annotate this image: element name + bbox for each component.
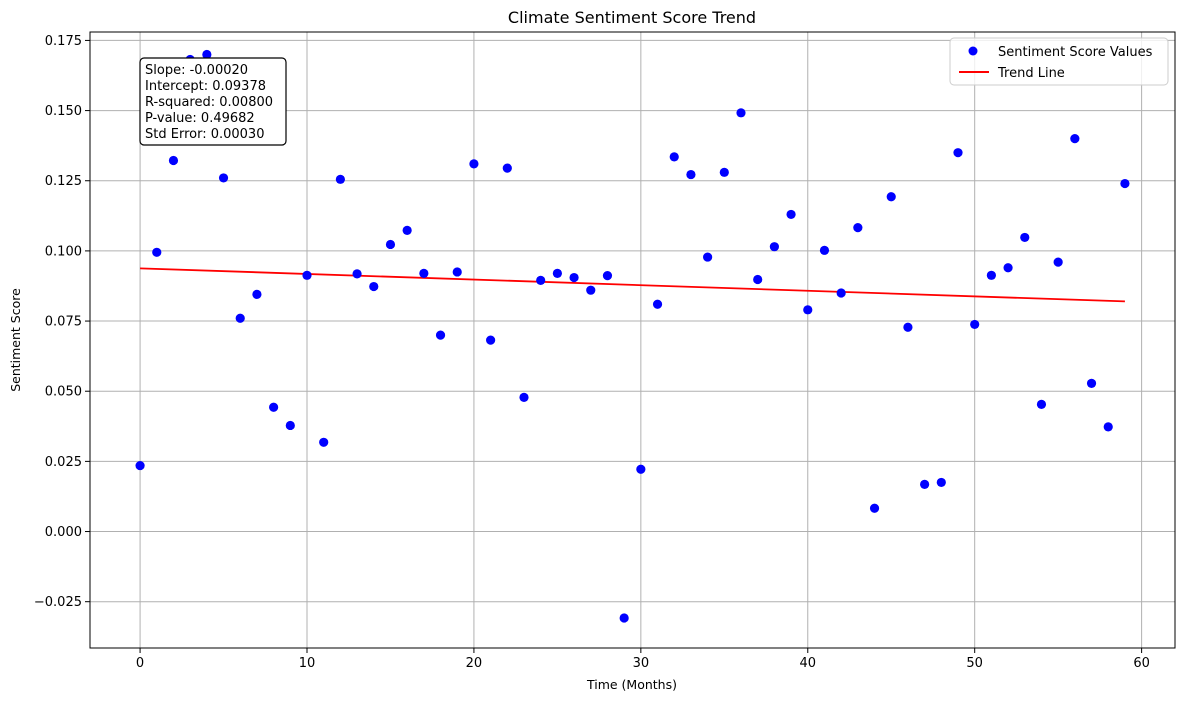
scatter-point: [686, 169, 696, 180]
scatter-point: [352, 269, 362, 279]
x-tick-label: 60: [1133, 656, 1150, 671]
y-tick-label: 0.100: [45, 244, 82, 259]
scatter-point: [970, 319, 980, 330]
scatter-point: [1053, 257, 1063, 267]
scatter-point: [152, 247, 162, 257]
scatter-point: [836, 288, 846, 298]
scatter-point: [853, 223, 863, 233]
scatter-point: [452, 267, 462, 277]
scatter-point: [936, 477, 946, 488]
scatter-point: [903, 322, 913, 332]
scatter-point: [235, 313, 245, 323]
scatter-point: [252, 289, 262, 299]
scatter-point: [202, 49, 212, 60]
scatter-point: [135, 460, 145, 471]
scatter-point: [753, 274, 763, 285]
scatter-point: [1086, 378, 1097, 388]
scatter-point: [602, 270, 613, 281]
scatter-point: [502, 163, 512, 173]
scatter-point: [552, 268, 562, 278]
scatter-point: [469, 159, 479, 169]
y-tick-label: 0.050: [45, 385, 82, 400]
scatter-point: [819, 245, 830, 255]
chart-title: Climate Sentiment Score Trend: [508, 8, 756, 27]
scatter-point: [786, 209, 796, 220]
x-tick-label: 50: [966, 656, 983, 671]
stats-r-squared: R-squared: 0.00800: [145, 95, 273, 110]
scatter-point: [419, 268, 429, 278]
scatter-point: [886, 192, 896, 202]
scatter-point: [736, 108, 746, 118]
scatter-point: [385, 239, 396, 250]
x-axis-label: Time (Months): [586, 677, 677, 692]
y-tick-label: −0.025: [34, 595, 82, 610]
scatter-point: [1070, 134, 1080, 144]
scatter-point: [269, 402, 279, 412]
scatter-point: [1103, 422, 1113, 432]
scatter-point: [218, 173, 229, 183]
y-axis: −0.025 0.000 0.025 0.050 0.075 0.100 0.125 0.15…: [34, 34, 90, 610]
scatter-point: [369, 281, 379, 292]
stats-intercept: Intercept: 0.09378: [145, 79, 266, 94]
y-tick-label: 0.150: [45, 104, 82, 119]
scatter-point: [569, 272, 579, 283]
x-tick-label: 10: [299, 656, 316, 671]
scatter-point: [636, 464, 646, 474]
plot-area: [135, 49, 1130, 623]
legend-marker-scatter: [968, 46, 978, 56]
scatter-point: [652, 299, 663, 309]
stats-box-frame: [139, 57, 287, 146]
scatter-point: [986, 270, 996, 280]
scatter-point: [486, 335, 496, 345]
scatter-point: [519, 392, 529, 402]
scatter-point: [803, 305, 813, 315]
legend-label-trend: Trend Line: [997, 66, 1065, 81]
stats-p-value: P-value: 0.49682: [145, 111, 255, 126]
scatter-point: [953, 148, 963, 158]
scatter-point: [769, 242, 779, 252]
scatter-point: [168, 155, 179, 166]
y-tick-label: 0.125: [45, 174, 82, 189]
scatter-point: [1020, 232, 1030, 243]
y-tick-label: 0.075: [45, 315, 82, 330]
y-tick-label: 0.025: [45, 455, 82, 470]
scatter-point: [402, 225, 412, 236]
legend-box: [949, 37, 1169, 86]
scatter-point: [703, 252, 713, 262]
scatter-point: [319, 437, 329, 447]
x-axis: 0 10 20 30 40 50 60: [136, 648, 1150, 671]
plot-frame: [89, 31, 1176, 649]
scatter-point: [920, 479, 930, 489]
y-tick-label: 0.000: [45, 525, 82, 540]
scatter-point: [435, 330, 446, 340]
scatter-point: [869, 503, 880, 513]
x-tick-label: 40: [799, 656, 816, 671]
scatter-point: [536, 275, 546, 285]
scatter-point: [1003, 263, 1013, 273]
scatter-point: [619, 613, 629, 623]
x-tick-label: 0: [136, 656, 144, 671]
stats-annotation: Slope: -0.00020 Intercept: 0.09378 R-squ…: [139, 57, 287, 146]
grid: [90, 32, 1175, 648]
scatter-point: [285, 420, 295, 431]
x-tick-label: 20: [466, 656, 483, 671]
legend: Sentiment Score Values Trend Line: [949, 37, 1169, 86]
stats-slope: Slope: -0.00020: [145, 63, 248, 78]
scatter-point: [335, 174, 345, 184]
y-axis-label: Sentiment Score: [8, 288, 23, 392]
legend-label-scatter: Sentiment Score Values: [998, 45, 1153, 60]
stats-std-error: Std Error: 0.00030: [145, 127, 264, 142]
scatter-point: [669, 152, 679, 162]
scatter-point: [302, 270, 312, 280]
y-tick-label: 0.175: [45, 34, 82, 49]
scatter-point: [719, 167, 729, 177]
scatter-point: [586, 285, 596, 295]
scatter-points-layer: [135, 49, 1130, 623]
scatter-point: [1120, 178, 1130, 189]
scatter-point: [1036, 399, 1047, 410]
x-tick-label: 30: [633, 656, 650, 671]
